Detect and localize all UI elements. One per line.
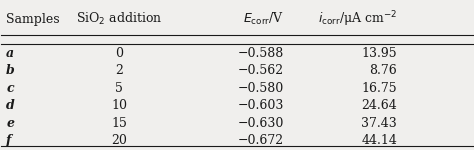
- Text: $E_{\mathrm{corr}}$/V: $E_{\mathrm{corr}}$/V: [243, 11, 284, 27]
- Text: 0: 0: [115, 47, 123, 60]
- Text: 13.95: 13.95: [362, 47, 397, 60]
- Text: $i_{\mathrm{corr}}$/μA cm$^{-2}$: $i_{\mathrm{corr}}$/μA cm$^{-2}$: [318, 9, 397, 29]
- Text: 2: 2: [115, 64, 123, 77]
- Text: −0.603: −0.603: [238, 99, 284, 112]
- Text: 16.75: 16.75: [362, 82, 397, 95]
- Text: 24.64: 24.64: [362, 99, 397, 112]
- Text: 10: 10: [111, 99, 127, 112]
- Text: −0.630: −0.630: [238, 117, 284, 129]
- Text: 5: 5: [115, 82, 123, 95]
- Text: b: b: [6, 64, 15, 77]
- Text: 15: 15: [111, 117, 127, 129]
- Text: 37.43: 37.43: [362, 117, 397, 129]
- Text: −0.562: −0.562: [238, 64, 284, 77]
- Text: 20: 20: [111, 134, 127, 147]
- Text: −0.672: −0.672: [238, 134, 284, 147]
- Text: −0.588: −0.588: [238, 47, 284, 60]
- Text: d: d: [6, 99, 15, 112]
- Text: a: a: [6, 47, 14, 60]
- Text: 8.76: 8.76: [369, 64, 397, 77]
- Text: −0.580: −0.580: [238, 82, 284, 95]
- Text: SiO$_2$ addition: SiO$_2$ addition: [76, 11, 163, 27]
- Text: 44.14: 44.14: [361, 134, 397, 147]
- Text: f: f: [6, 134, 11, 147]
- Text: e: e: [6, 117, 14, 129]
- Text: c: c: [6, 82, 14, 95]
- Text: Samples: Samples: [6, 13, 60, 26]
